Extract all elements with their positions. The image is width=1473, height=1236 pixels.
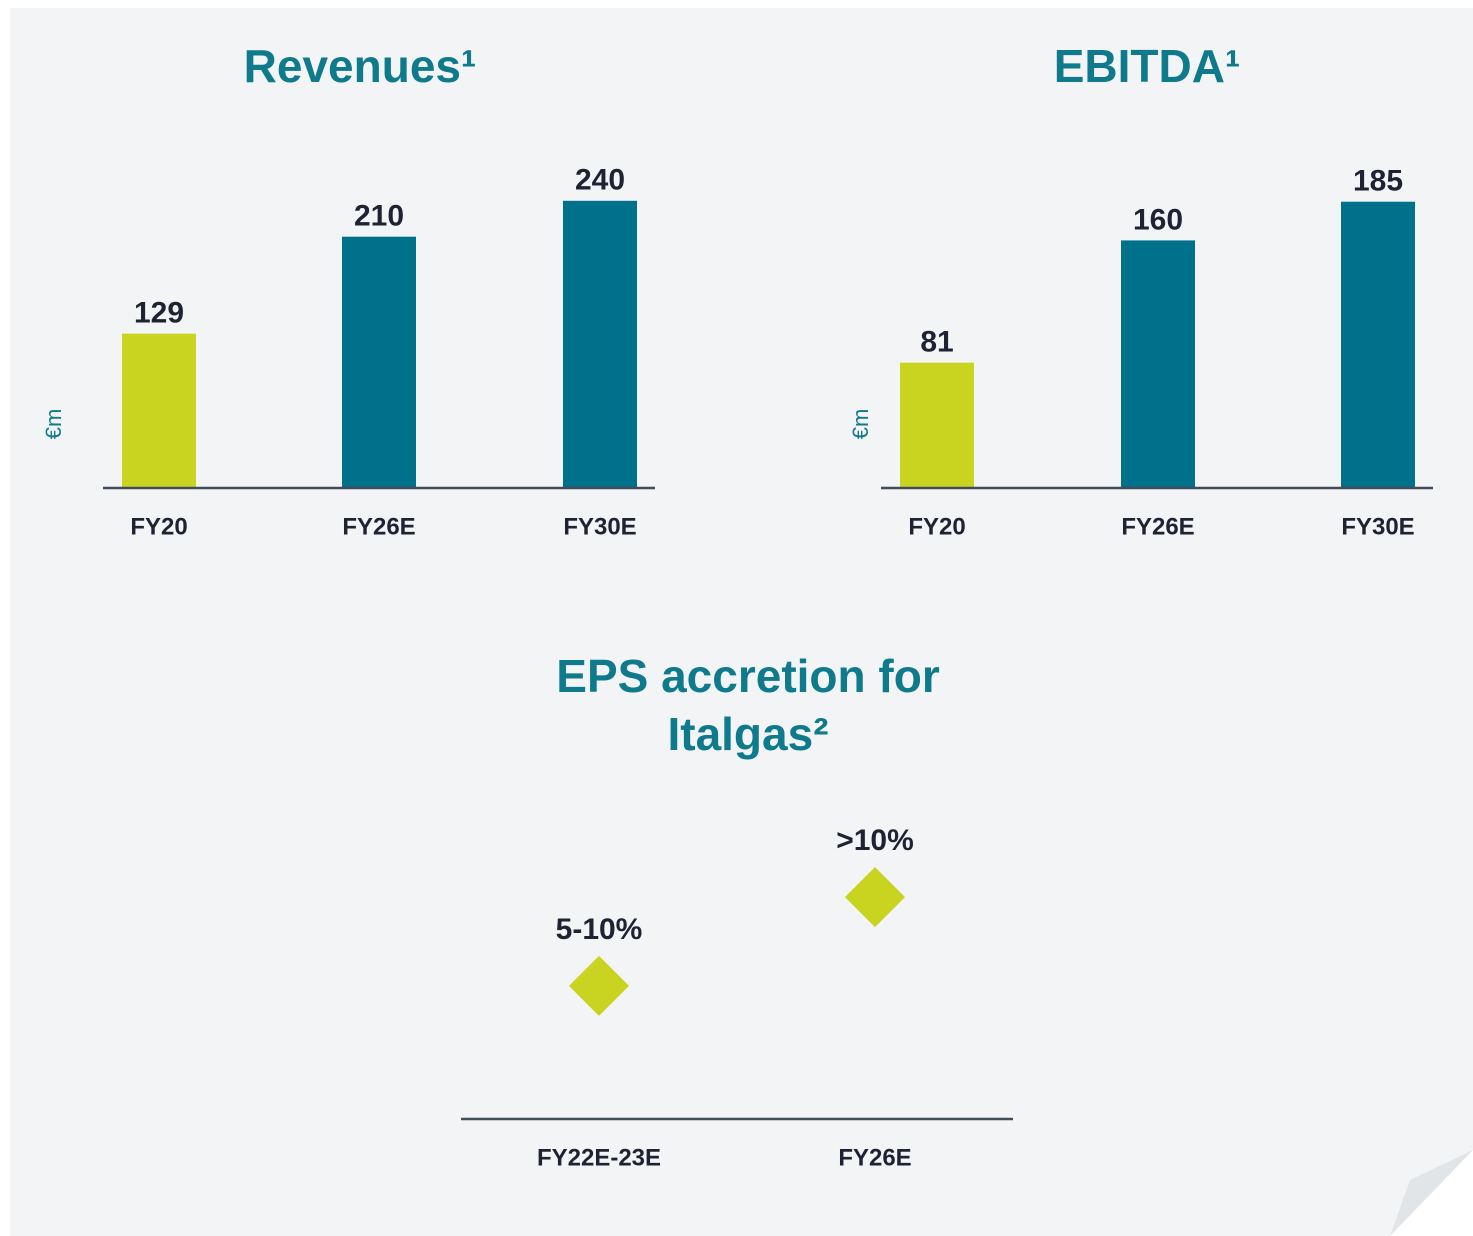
bar [342, 236, 416, 488]
data-label: >10% [836, 824, 914, 857]
chart-title: EPS accretion for [556, 650, 940, 702]
data-label: 81 [920, 326, 953, 359]
chart-title: Revenues¹ [244, 40, 477, 92]
x-tick-label: FY20 [130, 513, 187, 540]
data-label: 160 [1133, 203, 1183, 236]
x-tick-label: FY30E [1341, 513, 1414, 540]
data-label: 185 [1353, 165, 1403, 198]
x-tick-label: FY22E-23E [537, 1144, 661, 1171]
data-label: 240 [575, 164, 625, 197]
card [10, 8, 1473, 1236]
bar [900, 362, 974, 488]
bar [563, 200, 637, 489]
x-tick-label: FY26E [342, 513, 415, 540]
bar [1121, 240, 1195, 488]
data-label: 210 [354, 200, 404, 233]
diamond-marker [569, 955, 629, 1016]
y-axis-label: €m [848, 409, 873, 440]
chart-title: Italgas² [667, 708, 828, 760]
x-tick-label: FY26E [838, 1144, 911, 1171]
data-label: 5-10% [556, 913, 643, 946]
diamond-marker [845, 867, 905, 928]
x-tick-label: FY30E [563, 513, 636, 540]
x-tick-label: FY20 [908, 513, 965, 540]
y-axis-label: €m [41, 409, 66, 440]
bar [1341, 201, 1415, 488]
x-tick-label: FY26E [1121, 513, 1194, 540]
data-label: 129 [134, 297, 184, 330]
chart-title: EBITDA¹ [1054, 40, 1241, 92]
bar [122, 333, 196, 488]
folded-corner [1390, 1150, 1473, 1236]
